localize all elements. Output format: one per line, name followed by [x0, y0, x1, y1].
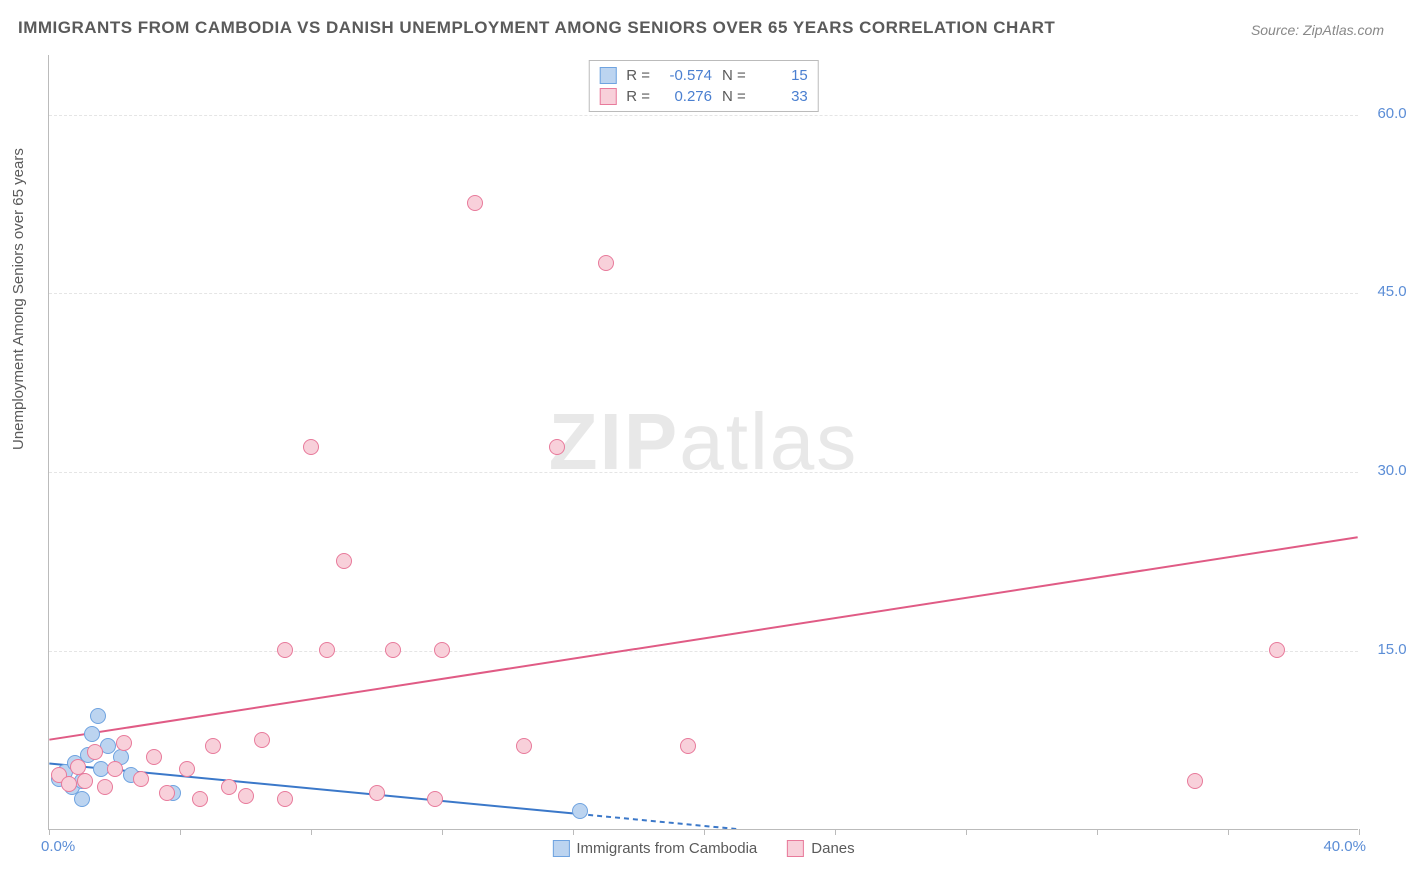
data-point-danes	[319, 642, 335, 658]
data-point-danes	[61, 776, 77, 792]
data-point-danes	[434, 642, 450, 658]
data-point-danes	[467, 195, 483, 211]
data-point-danes	[549, 439, 565, 455]
y-tick-label: 60.0%	[1377, 105, 1406, 122]
data-point-danes	[107, 761, 123, 777]
legend-row-danes: R =0.276 N =33	[599, 86, 808, 107]
data-point-danes	[192, 791, 208, 807]
chart-title: IMMIGRANTS FROM CAMBODIA VS DANISH UNEMP…	[18, 18, 1055, 38]
x-max-label: 40.0%	[1323, 838, 1366, 855]
data-point-danes	[277, 642, 293, 658]
data-point-cambodia	[74, 791, 90, 807]
x-tick	[49, 829, 50, 835]
data-point-danes	[385, 642, 401, 658]
data-point-danes	[1269, 642, 1285, 658]
x-tick	[1228, 829, 1229, 835]
data-point-danes	[97, 779, 113, 795]
data-point-danes	[427, 791, 443, 807]
x-tick	[311, 829, 312, 835]
legend-item-cambodia: Immigrants from Cambodia	[552, 840, 757, 857]
data-point-danes	[303, 439, 319, 455]
data-point-danes	[1187, 773, 1203, 789]
swatch-danes	[599, 88, 616, 105]
data-point-danes	[77, 773, 93, 789]
source-text: Source: ZipAtlas.com	[1251, 22, 1384, 38]
legend-item-danes: Danes	[787, 840, 854, 857]
data-point-danes	[277, 791, 293, 807]
x-tick	[573, 829, 574, 835]
gridline	[49, 115, 1358, 116]
gridline	[49, 651, 1358, 652]
series-legend: Immigrants from Cambodia Danes	[552, 840, 854, 857]
gridline	[49, 472, 1358, 473]
data-point-danes	[254, 732, 270, 748]
swatch-cambodia	[599, 67, 616, 84]
data-point-danes	[133, 771, 149, 787]
data-point-danes	[205, 738, 221, 754]
x-tick	[966, 829, 967, 835]
data-point-cambodia	[84, 726, 100, 742]
trend-line-danes	[49, 537, 1357, 739]
data-point-danes	[369, 785, 385, 801]
swatch-cambodia-icon	[552, 840, 569, 857]
y-tick-label: 15.0%	[1377, 641, 1406, 658]
gridline	[49, 293, 1358, 294]
correlation-legend: R =-0.574 N =15 R =0.276 N =33	[588, 60, 819, 112]
data-point-cambodia	[572, 803, 588, 819]
data-point-danes	[146, 749, 162, 765]
trend-line-cambodia-dashed	[579, 814, 736, 829]
x-tick	[1097, 829, 1098, 835]
data-point-danes	[336, 553, 352, 569]
y-axis-label: Unemployment Among Seniors over 65 years	[10, 148, 27, 450]
y-tick-label: 30.0%	[1377, 462, 1406, 479]
x-tick	[180, 829, 181, 835]
data-point-danes	[516, 738, 532, 754]
data-point-danes	[179, 761, 195, 777]
legend-row-cambodia: R =-0.574 N =15	[599, 65, 808, 86]
watermark: ZIPatlas	[549, 396, 858, 488]
x-min-label: 0.0%	[41, 838, 75, 855]
data-point-danes	[221, 779, 237, 795]
x-tick	[704, 829, 705, 835]
data-point-danes	[87, 744, 103, 760]
data-point-cambodia	[90, 708, 106, 724]
data-point-danes	[159, 785, 175, 801]
x-tick	[835, 829, 836, 835]
swatch-danes-icon	[787, 840, 804, 857]
data-point-danes	[116, 735, 132, 751]
x-tick	[1359, 829, 1360, 835]
data-point-danes	[680, 738, 696, 754]
trend-lines	[49, 55, 1358, 829]
x-tick	[442, 829, 443, 835]
y-tick-label: 45.0%	[1377, 283, 1406, 300]
plot-area: ZIPatlas 15.0%30.0%45.0%60.0% 0.0% 40.0%…	[48, 55, 1358, 830]
data-point-danes	[598, 255, 614, 271]
data-point-danes	[238, 788, 254, 804]
